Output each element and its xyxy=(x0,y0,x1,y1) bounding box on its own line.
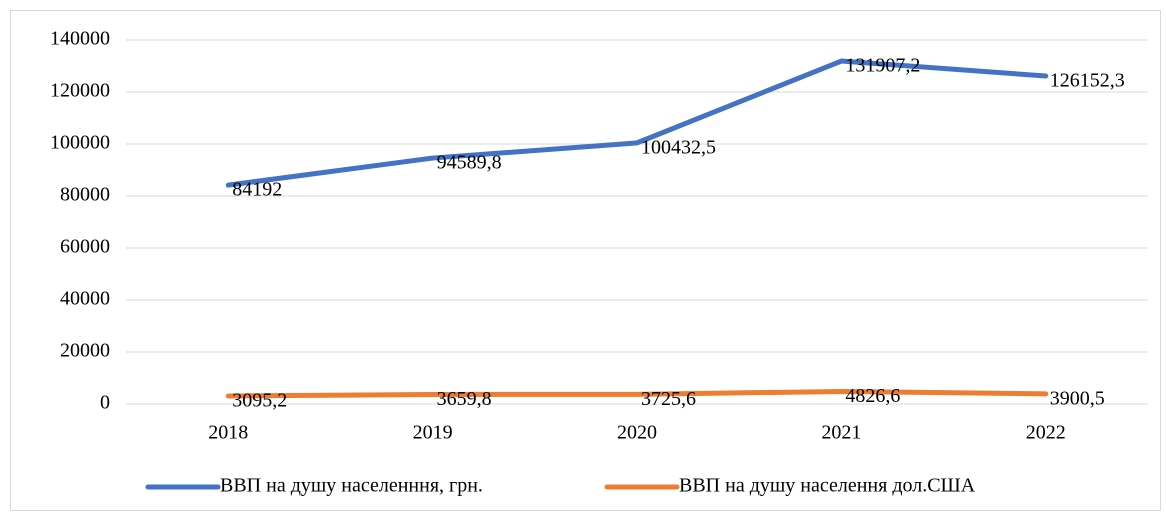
series-line xyxy=(225,388,1049,399)
data-label: 100432,5 xyxy=(641,136,716,158)
data-label: 4826,6 xyxy=(845,385,900,407)
y-tick-label: 140000 xyxy=(50,28,110,50)
y-tick-label: 80000 xyxy=(60,184,110,206)
legend-label: ВВП на душу населенння, грн. xyxy=(220,475,483,497)
data-label: 131907,2 xyxy=(845,55,920,77)
y-tick-label: 120000 xyxy=(50,80,110,102)
data-label: 3725,6 xyxy=(641,388,696,410)
data-label: 126152,3 xyxy=(1050,70,1125,92)
y-tick-label: 60000 xyxy=(60,236,110,258)
x-tick-label: 2022 xyxy=(1026,422,1066,444)
x-tick-label: 2019 xyxy=(413,422,453,444)
data-label: 84192 xyxy=(232,179,282,201)
y-tick-label: 40000 xyxy=(60,288,110,310)
data-label: 94589,8 xyxy=(437,152,502,174)
chart-border xyxy=(10,10,1161,511)
data-label: 3095,2 xyxy=(232,390,287,412)
y-tick-label: 0 xyxy=(100,392,110,414)
series-line xyxy=(225,58,1049,188)
x-tick-label: 2021 xyxy=(821,422,861,444)
y-tick-label: 20000 xyxy=(60,340,110,362)
data-label: 3659,8 xyxy=(437,388,492,410)
x-tick-label: 2020 xyxy=(617,422,657,444)
data-label: 3900,5 xyxy=(1050,387,1105,409)
legend-label: ВВП на душу населення дол.США xyxy=(679,475,976,497)
x-tick-label: 2018 xyxy=(208,422,248,444)
y-tick-label: 100000 xyxy=(50,132,110,154)
